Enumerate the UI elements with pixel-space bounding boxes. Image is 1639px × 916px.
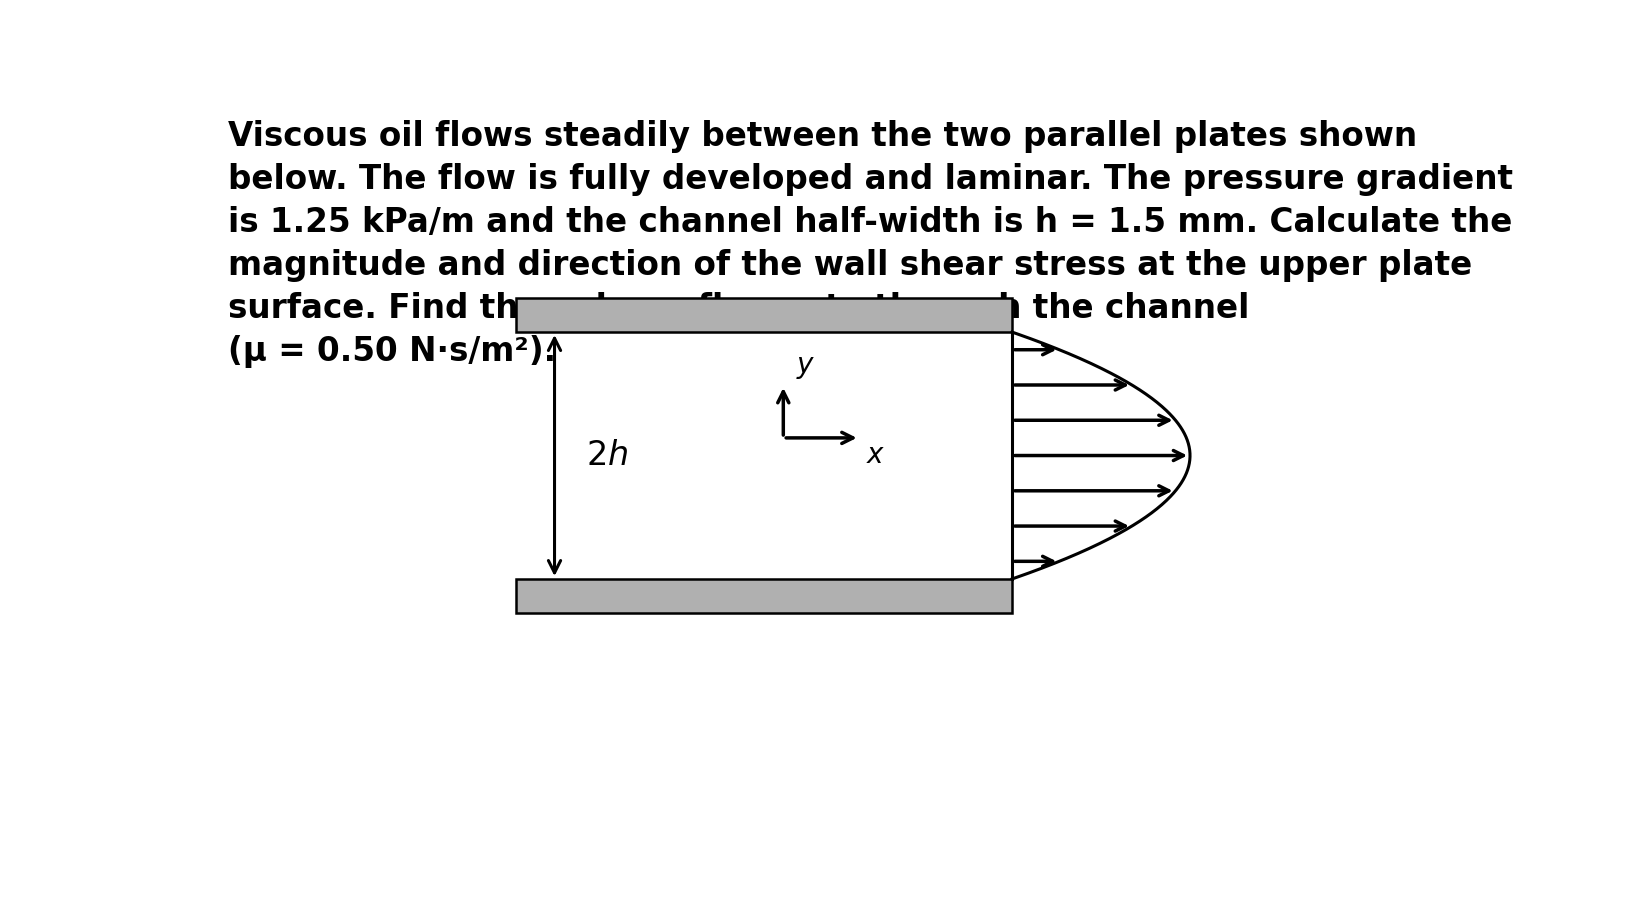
Text: Viscous oil flows steadily between the two parallel plates shown
below. The flow: Viscous oil flows steadily between the t… bbox=[228, 121, 1511, 368]
Text: $2h$: $2h$ bbox=[587, 439, 628, 472]
Bar bbox=[516, 299, 1011, 333]
Text: $x$: $x$ bbox=[865, 442, 885, 469]
Bar bbox=[516, 579, 1011, 613]
Text: $y$: $y$ bbox=[795, 354, 815, 381]
